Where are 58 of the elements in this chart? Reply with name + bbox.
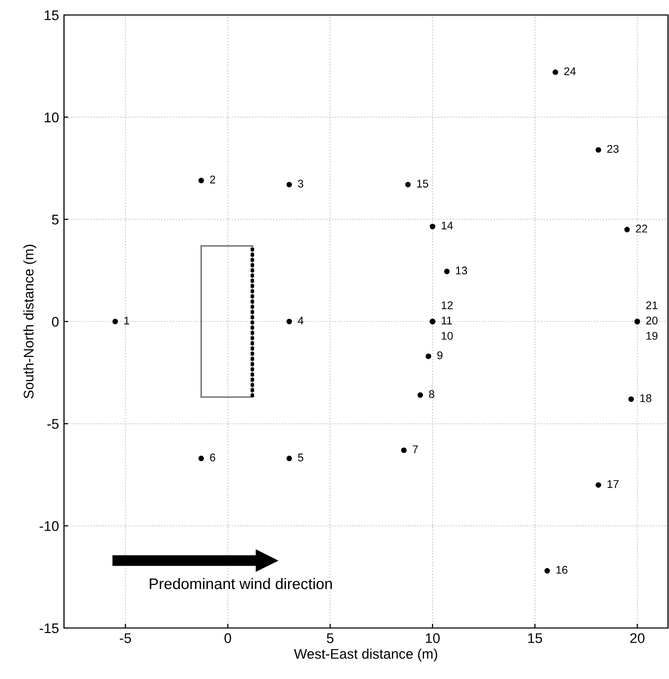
point	[401, 447, 407, 454]
y-tick-label: 5	[52, 214, 59, 225]
annotation: 9	[437, 351, 442, 360]
annotation: 4	[298, 316, 304, 324]
annotation: 20	[646, 316, 658, 324]
annotation: 6	[210, 454, 216, 462]
x-tick-label: -5	[120, 633, 132, 644]
y-tick-label: 10	[44, 112, 59, 122]
annotation: 5	[298, 454, 304, 462]
x-tick-label: 5	[326, 633, 334, 644]
x-axis-title: West-East distance (m)	[294, 648, 438, 662]
annotation: 3	[298, 180, 304, 188]
annotation: 10	[442, 332, 453, 340]
point	[286, 318, 292, 324]
point	[286, 182, 292, 188]
point	[444, 268, 450, 274]
point	[552, 69, 558, 75]
y-tick-label: 15	[44, 10, 59, 20]
y-axis-title: South-North distance (m)	[23, 244, 36, 398]
point	[430, 224, 436, 230]
annotation: 7	[412, 445, 418, 454]
annotation: 18	[640, 394, 652, 402]
y-tick-label: -5	[47, 419, 59, 429]
y-tick-label: -15	[40, 623, 59, 634]
y-tick-label: 0	[52, 316, 59, 327]
annotation: 17	[608, 480, 619, 488]
point	[628, 396, 634, 402]
annotation: 16	[556, 566, 568, 574]
x-tick-label: 20	[630, 633, 644, 644]
annotation: 8	[429, 390, 434, 398]
point	[417, 392, 424, 398]
x-tick-label: 15	[528, 633, 542, 644]
y-tick-label: -10	[40, 521, 59, 532]
point	[198, 456, 204, 462]
x-tick-label: 0	[224, 633, 232, 644]
annotation: 22	[636, 224, 648, 232]
annotation: 24	[564, 67, 576, 76]
x-tick-label: 10	[426, 633, 440, 644]
annotation: 23	[607, 144, 619, 153]
annotation: 21	[646, 301, 658, 310]
point	[596, 482, 602, 488]
annotation: 15	[417, 180, 428, 188]
point	[596, 147, 602, 153]
annotation: Predominant wind direction	[150, 578, 332, 590]
point	[544, 568, 550, 574]
point	[426, 353, 432, 360]
annotation: 19	[646, 332, 658, 340]
point	[286, 456, 292, 462]
annotation: 1	[124, 316, 130, 324]
point	[624, 226, 630, 232]
annotation: 13	[456, 266, 468, 274]
point	[405, 182, 411, 188]
annotation: 14	[442, 222, 453, 230]
point	[112, 318, 118, 324]
annotation: 12	[442, 301, 453, 310]
annotation: 11	[442, 316, 452, 324]
annotation: 2	[210, 176, 216, 184]
point	[198, 178, 204, 184]
